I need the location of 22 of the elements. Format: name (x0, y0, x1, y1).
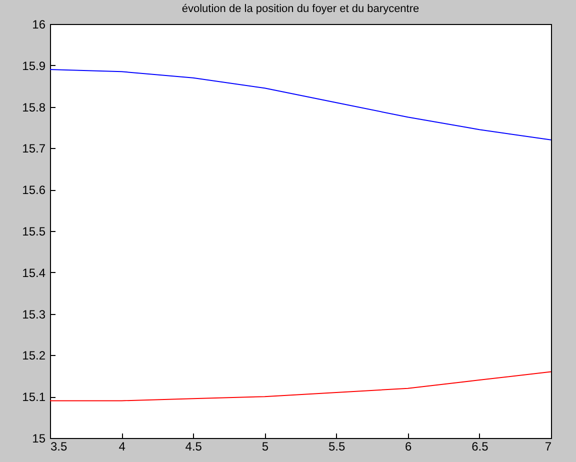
x-tick-label: 4 (118, 440, 126, 454)
y-tick-label: 15 (32, 432, 46, 446)
y-tick-label: 16 (32, 18, 46, 32)
x-tick-label: 6 (405, 440, 412, 454)
y-tick-label: 15.4 (22, 266, 46, 280)
y-tick-label: 15.7 (22, 142, 46, 156)
y-tick-label: 15.9 (22, 58, 46, 73)
x-tick-label: 4.5 (185, 440, 202, 454)
y-tick-label: 15.8 (22, 100, 46, 114)
x-tick-label: 3.5 (50, 440, 68, 454)
y-tick-label: 15.2 (22, 348, 46, 363)
y-tick-label: 15.5 (22, 224, 46, 238)
x-tick-label: 7 (544, 440, 552, 454)
line-series (50, 69, 552, 140)
line-series (50, 371, 552, 402)
x-tick-label: 5.5 (328, 440, 346, 454)
y-tick-label: 15.6 (22, 183, 46, 198)
y-tick-label: 15.1 (22, 390, 46, 404)
y-tick-label: 15.3 (22, 307, 46, 322)
x-tick-label: 6.5 (472, 440, 489, 454)
x-tick-label: 5 (262, 440, 269, 454)
chart-title: évolution de la position du foyer et du barycentre (182, 3, 420, 15)
